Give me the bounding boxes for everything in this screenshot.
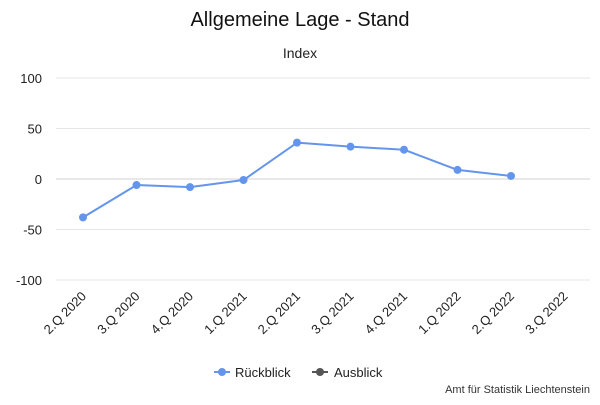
chart-title: Allgemeine Lage - Stand bbox=[190, 9, 409, 31]
y-tick-label: -50 bbox=[23, 223, 42, 238]
x-tick-label: 2.Q 2021 bbox=[255, 289, 303, 337]
x-axis-labels: 2.Q 2020 3.Q 2020 4.Q 2020 1.Q 2021 2.Q 2021… bbox=[41, 289, 571, 337]
data-point-rueckblick[interactable] bbox=[346, 142, 355, 151]
x-tick-label: 1.Q 2022 bbox=[415, 289, 463, 337]
data-point-rueckblick[interactable] bbox=[400, 145, 408, 154]
legend-item-rueckblick[interactable]: Rückblick bbox=[214, 365, 291, 380]
data-point-rueckblick[interactable] bbox=[507, 171, 515, 180]
grid-lines bbox=[56, 77, 590, 281]
y-axis-labels: 100 50 0 -50 -100 bbox=[16, 71, 42, 288]
credit-text: Amt für Statistik Liechtenstein bbox=[445, 384, 590, 396]
x-tick-label: 3.Q 2020 bbox=[94, 289, 142, 337]
x-tick-label: 3.Q 2021 bbox=[308, 289, 356, 337]
series-line-rueckblick bbox=[82, 141, 512, 219]
data-point-rueckblick[interactable] bbox=[239, 176, 248, 185]
x-tick-label: 1.Q 2021 bbox=[201, 289, 249, 337]
y-tick-label: 0 bbox=[35, 172, 42, 187]
x-tick-label: 4.Q 2021 bbox=[362, 289, 410, 337]
x-tick-label: 2.Q 2022 bbox=[469, 289, 517, 337]
legend-label-ausblick: Ausblick bbox=[334, 365, 383, 380]
y-tick-label: 50 bbox=[28, 122, 42, 137]
legend-label-rueckblick: Rückblick bbox=[235, 365, 291, 380]
data-point-rueckblick[interactable] bbox=[186, 183, 194, 192]
data-point-rueckblick[interactable] bbox=[79, 213, 87, 222]
legend-marker-ausblick bbox=[316, 368, 324, 376]
data-point-rueckblick[interactable] bbox=[132, 181, 141, 190]
data-point-rueckblick[interactable] bbox=[293, 138, 301, 147]
x-tick-label: 3.Q 2022 bbox=[522, 289, 570, 337]
y-tick-label: -100 bbox=[16, 273, 42, 288]
legend-marker-rueckblick bbox=[218, 368, 226, 376]
y-tick-label: 100 bbox=[20, 71, 42, 86]
data-point-rueckblick[interactable] bbox=[453, 165, 462, 174]
series-group bbox=[79, 138, 515, 222]
legend-item-ausblick[interactable]: Ausblick bbox=[312, 365, 383, 380]
legend: Rückblick Ausblick bbox=[214, 365, 383, 380]
x-tick-label: 4.Q 2020 bbox=[148, 289, 196, 337]
x-tick-label: 2.Q 2020 bbox=[41, 289, 89, 337]
chart-subtitle: Index bbox=[283, 45, 317, 61]
